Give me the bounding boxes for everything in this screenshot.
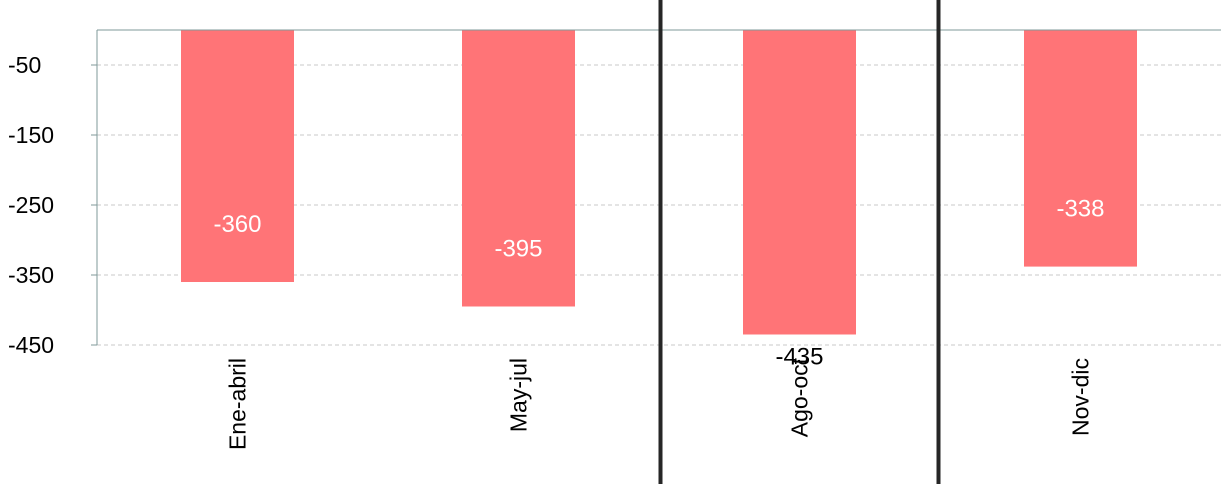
category-label: May-jul [506, 358, 532, 432]
axes: -50 -150 -250 -350 -450 [8, 29, 1221, 358]
data-label: -360 [213, 211, 261, 238]
bar [462, 30, 575, 307]
y-tick-label: -250 [8, 192, 54, 218]
y-tick-label: -450 [8, 332, 54, 358]
bar [743, 30, 856, 335]
data-label: -395 [494, 236, 542, 263]
y-tick-label: -350 [8, 262, 54, 288]
data-label: -338 [1056, 196, 1104, 223]
category-label: Ago-oct [787, 357, 813, 437]
bars [181, 30, 1137, 335]
y-tick-label: -50 [8, 52, 41, 78]
category-label: Nov-dic [1068, 358, 1094, 436]
category-label: Ene-abril [225, 358, 251, 450]
bar [1024, 30, 1137, 267]
highlight-frame [658, 0, 941, 484]
bar [181, 30, 294, 282]
data-label: -435 [775, 344, 823, 371]
y-tick-label: -150 [8, 122, 54, 148]
